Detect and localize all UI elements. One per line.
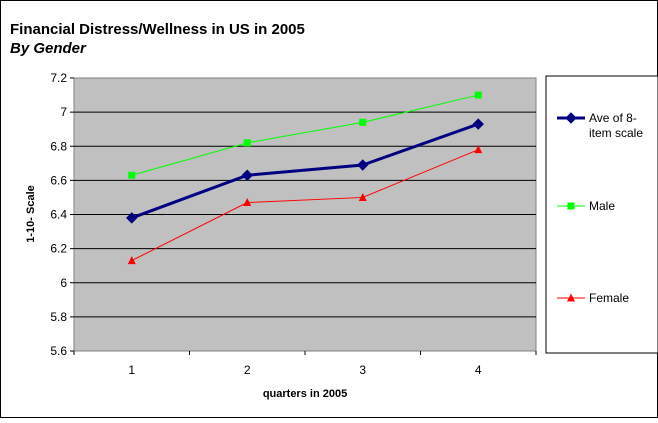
chart-title: Financial Distress/Wellness in US in 200… (10, 21, 305, 38)
legend-label: Ave of 8-item scale (589, 111, 643, 140)
legend-marker (568, 203, 575, 210)
data-point (128, 172, 135, 179)
y-tick-label: 5.6 (50, 344, 67, 358)
y-tick-label: 6.8 (50, 139, 67, 153)
data-point (244, 139, 251, 146)
legend-label-line: Female (589, 291, 629, 305)
y-axis-label: 1-10- Scale (25, 185, 37, 242)
data-point (475, 92, 482, 99)
chart-subtitle: By Gender (10, 40, 87, 57)
y-tick-label: 7 (60, 105, 67, 119)
x-axis-label: quarters in 2005 (263, 388, 347, 400)
legend-label: Female (589, 291, 629, 305)
legend-label: Male (589, 199, 615, 213)
y-tick-label: 6.6 (50, 173, 67, 187)
x-tick-label: 1 (128, 363, 135, 377)
legend-label-line: Male (589, 199, 615, 213)
y-tick-label: 6.4 (50, 208, 67, 222)
y-tick-label: 5.8 (50, 310, 67, 324)
x-tick-label: 2 (244, 363, 251, 377)
legend-label-line: item scale (589, 126, 643, 140)
legend-label-line: Ave of 8- (589, 111, 637, 125)
y-tick-label: 7.2 (50, 71, 67, 85)
x-tick-label: 4 (475, 363, 482, 377)
data-point (359, 119, 366, 126)
x-tick-label: 3 (359, 363, 366, 377)
y-tick-label: 6 (60, 276, 67, 290)
y-tick-label: 6.2 (50, 242, 67, 256)
